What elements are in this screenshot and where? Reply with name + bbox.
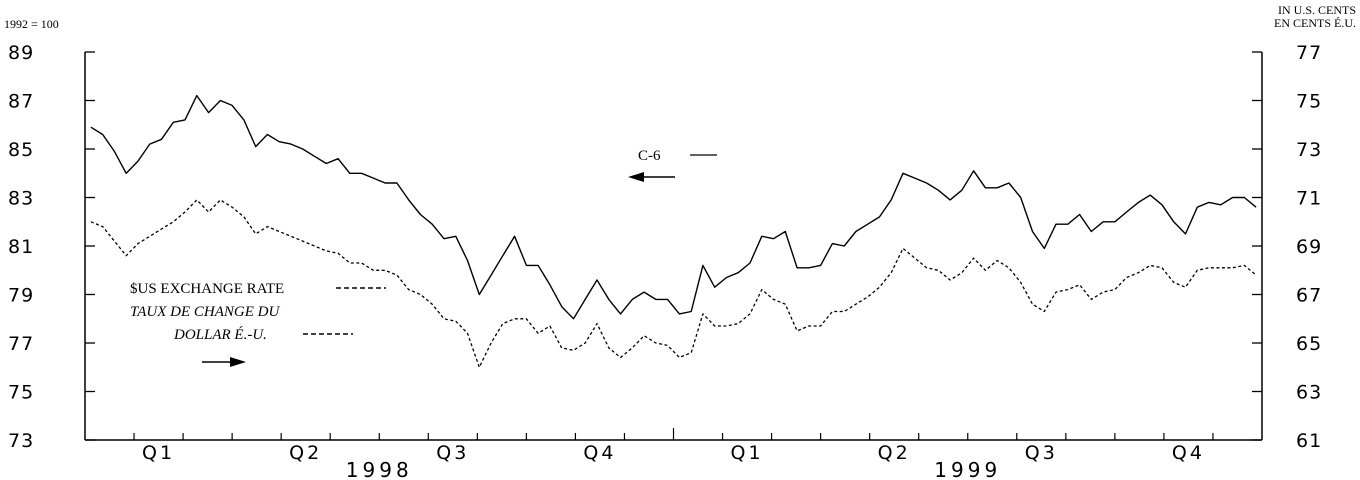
right-tick-label: 73	[1296, 139, 1322, 161]
year-label: 1998	[346, 458, 413, 480]
left-axis-ticks: 73 75 77 79 81 83 85 87 89	[8, 42, 95, 452]
legend-fx-label-en: $US EXCHANGE RATE	[130, 281, 284, 297]
quarter-label: Q3	[436, 442, 469, 464]
left-tick-label: 85	[8, 139, 34, 161]
quarter-label: Q1	[142, 442, 175, 464]
left-tick-label: 79	[8, 285, 34, 307]
left-tick-label: 73	[8, 430, 34, 452]
right-tick-label: 61	[1296, 430, 1322, 452]
left-tick-label: 83	[8, 188, 34, 210]
series-c6-line	[90, 94, 1257, 320]
quarter-label: Q1	[731, 442, 764, 464]
right-tick-label: 69	[1296, 236, 1322, 258]
left-tick-label: 77	[8, 333, 34, 355]
left-tick-label: 87	[8, 91, 34, 113]
right-tick-label: 75	[1296, 91, 1322, 113]
quarter-label: Q4	[1172, 442, 1205, 464]
left-tick-label: 89	[8, 42, 34, 64]
right-axis-ticks: 61 63 65 67 69 71 73 75 77	[1252, 42, 1322, 452]
right-axis-unit-line1: IN U.S. CENTS	[1277, 3, 1356, 17]
series-layer	[90, 94, 1257, 368]
right-tick-label: 77	[1296, 42, 1322, 64]
legend-exchange-rate: $US EXCHANGE RATE TAUX DE CHANGE DU DOLL…	[130, 281, 386, 367]
quarter-label: Q4	[583, 442, 616, 464]
right-tick-label: 67	[1296, 285, 1322, 307]
right-arrow-icon	[202, 357, 246, 367]
right-axis-unit-line2: EN CENTS É.U.	[1274, 16, 1356, 30]
quarter-label: Q2	[289, 442, 322, 464]
x-axis-ticks: Q1 Q2 Q3 Q4 Q1 Q2 Q3 Q4 1998 1999	[133, 428, 1214, 480]
legend-fx-label-fr-line1: TAUX DE CHANGE DU	[130, 304, 280, 320]
legend-c6-label: C-6	[638, 148, 661, 164]
left-tick-label: 81	[8, 236, 34, 258]
right-axis-unit-label: IN U.S. CENTS EN CENTS É.U.	[1274, 4, 1356, 30]
right-tick-label: 65	[1296, 333, 1322, 355]
legend-fx-label-fr-line2: DOLLAR É.-U.	[173, 326, 267, 343]
year-label: 1999	[934, 458, 1001, 480]
legend-c6: C-6	[628, 148, 717, 182]
quarter-label: Q3	[1025, 442, 1058, 464]
left-axis-unit-label: 1992 = 100	[4, 17, 59, 31]
quarter-label: Q2	[878, 442, 911, 464]
left-tick-label: 75	[8, 382, 34, 404]
right-tick-label: 63	[1296, 382, 1322, 404]
right-tick-label: 71	[1296, 188, 1322, 210]
left-arrow-icon	[628, 172, 675, 182]
series-exchange-rate-line	[90, 199, 1257, 368]
